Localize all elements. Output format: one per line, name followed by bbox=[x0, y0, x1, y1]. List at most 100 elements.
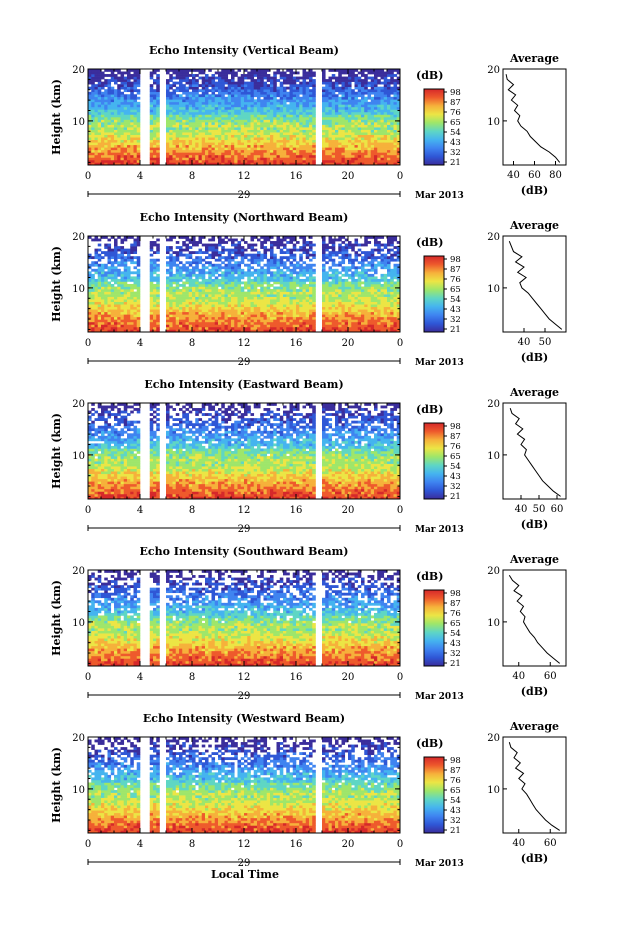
heatmap-cell bbox=[283, 137, 287, 141]
heatmap-cell bbox=[231, 273, 235, 277]
heatmap-cell bbox=[244, 117, 248, 120]
heatmap-cell bbox=[198, 329, 203, 333]
heatmap-cell bbox=[367, 159, 372, 163]
heatmap-cell bbox=[253, 89, 258, 93]
heatmap-cell bbox=[322, 111, 326, 115]
heatmap-cell bbox=[364, 76, 368, 80]
heatmap-cell bbox=[244, 326, 248, 330]
heatmap-cell bbox=[344, 94, 349, 98]
heatmap-cell bbox=[247, 122, 251, 125]
heatmap-cell bbox=[354, 152, 359, 156]
heatmap-cell bbox=[107, 326, 112, 330]
heatmap-cell bbox=[221, 149, 225, 153]
heatmap-cell bbox=[179, 304, 183, 308]
heatmap-cell bbox=[367, 91, 372, 95]
heatmap-cell bbox=[331, 119, 336, 123]
heatmap-cell bbox=[127, 111, 131, 115]
heatmap-cell bbox=[266, 74, 271, 77]
heatmap-cell bbox=[127, 289, 131, 292]
heatmap-cell bbox=[201, 99, 206, 103]
heatmap-cell bbox=[374, 79, 378, 82]
heatmap-cell bbox=[117, 154, 121, 158]
heatmap-cell bbox=[205, 81, 209, 85]
heatmap-cell bbox=[214, 137, 219, 141]
heatmap-cell bbox=[211, 106, 216, 110]
heatmap-cell bbox=[208, 294, 212, 297]
heatmap-cell bbox=[348, 81, 352, 85]
heatmap-cell bbox=[377, 132, 381, 135]
heatmap-cell bbox=[107, 142, 112, 146]
heatmap-cell bbox=[149, 329, 154, 333]
heatmap-cell bbox=[110, 129, 115, 133]
heatmap-cell bbox=[104, 132, 108, 135]
heatmap-cell bbox=[221, 124, 225, 128]
heatmap-cell bbox=[198, 311, 203, 315]
heatmap-cell bbox=[205, 159, 209, 163]
heatmap-cell bbox=[367, 162, 372, 166]
heatmap-cell bbox=[357, 99, 362, 103]
heatmap-cell bbox=[286, 96, 290, 100]
heatmap-cell bbox=[136, 243, 141, 247]
heatmap-cell bbox=[393, 147, 398, 151]
heatmap-cell bbox=[101, 147, 105, 151]
heatmap-cell bbox=[97, 157, 102, 161]
heatmap-cell bbox=[172, 301, 177, 305]
heatmap-cell bbox=[107, 137, 112, 141]
heatmap-cell bbox=[201, 144, 206, 148]
heatmap-cell bbox=[214, 154, 219, 158]
heatmap-cell bbox=[114, 251, 118, 254]
heatmap-cell bbox=[133, 278, 138, 282]
heatmap-cell bbox=[120, 319, 125, 323]
heatmap-cell bbox=[396, 79, 401, 82]
heatmap-cell bbox=[104, 162, 108, 166]
heatmap-cell bbox=[224, 329, 229, 333]
heatmap-cell bbox=[211, 76, 216, 80]
heatmap-cell bbox=[120, 134, 125, 138]
heatmap-cell bbox=[283, 144, 287, 148]
heatmap-cell bbox=[94, 142, 99, 146]
heatmap-cell bbox=[351, 162, 355, 166]
heatmap-cell bbox=[218, 162, 222, 166]
heatmap-cell bbox=[286, 74, 290, 77]
heatmap-cell bbox=[107, 266, 112, 270]
heatmap-cell bbox=[198, 256, 203, 260]
heatmap-cell bbox=[344, 106, 349, 110]
heatmap-cell bbox=[270, 111, 274, 115]
heatmap-cell bbox=[192, 117, 196, 120]
heatmap-cell bbox=[270, 152, 274, 156]
heatmap-cell bbox=[166, 89, 170, 93]
heatmap-cell bbox=[149, 253, 154, 257]
heatmap-cell bbox=[377, 144, 381, 148]
heatmap-cell bbox=[195, 84, 199, 87]
heatmap-cell bbox=[354, 119, 359, 123]
heatmap-cell bbox=[94, 104, 99, 108]
heatmap-cell bbox=[227, 281, 232, 285]
heatmap-cell bbox=[387, 84, 391, 87]
heatmap-cell bbox=[344, 86, 349, 90]
heatmap-cell bbox=[302, 69, 307, 72]
heatmap-cell bbox=[240, 324, 245, 328]
heatmap-cell bbox=[218, 106, 222, 110]
heatmap-cell bbox=[156, 99, 160, 103]
heatmap-cell bbox=[149, 74, 154, 77]
heatmap-cell bbox=[166, 162, 170, 166]
x-tick-label: 0 bbox=[85, 171, 91, 182]
heatmap-cell bbox=[247, 101, 251, 105]
heatmap-cell bbox=[175, 157, 180, 161]
heatmap-cell bbox=[331, 149, 336, 153]
heatmap-cell bbox=[175, 96, 180, 100]
heatmap-cell bbox=[117, 139, 121, 143]
heatmap-cell bbox=[88, 91, 92, 95]
heatmap-cell bbox=[292, 106, 297, 110]
heatmap-cell bbox=[364, 149, 368, 153]
heatmap-cell bbox=[208, 291, 212, 295]
heatmap-cell bbox=[130, 91, 134, 95]
heatmap-cell bbox=[201, 301, 206, 305]
heatmap-cell bbox=[302, 132, 307, 135]
heatmap-cell bbox=[244, 281, 248, 285]
heatmap-cell bbox=[240, 129, 245, 133]
heatmap-cell bbox=[263, 132, 268, 135]
heatmap-cell bbox=[110, 142, 115, 146]
heatmap-cell bbox=[276, 157, 281, 161]
heatmap-cell bbox=[136, 147, 141, 151]
